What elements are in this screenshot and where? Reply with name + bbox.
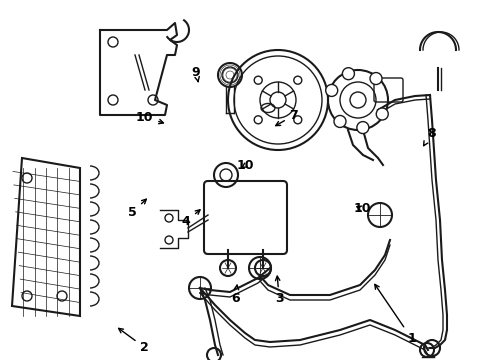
Text: 10: 10 <box>354 202 371 215</box>
Circle shape <box>334 116 346 127</box>
Text: 10: 10 <box>136 111 164 124</box>
Circle shape <box>357 122 369 134</box>
Text: 4: 4 <box>182 210 200 228</box>
Text: 8: 8 <box>424 127 436 146</box>
Text: 3: 3 <box>275 276 284 305</box>
Text: 5: 5 <box>128 199 147 219</box>
Circle shape <box>376 108 388 120</box>
Circle shape <box>343 68 354 80</box>
Circle shape <box>326 85 338 96</box>
Text: 9: 9 <box>192 66 200 82</box>
Text: 7: 7 <box>276 109 298 126</box>
Text: 1: 1 <box>375 284 416 345</box>
Circle shape <box>370 73 382 85</box>
Text: 10: 10 <box>236 159 254 172</box>
Text: 6: 6 <box>231 285 240 305</box>
Text: 2: 2 <box>119 328 149 354</box>
